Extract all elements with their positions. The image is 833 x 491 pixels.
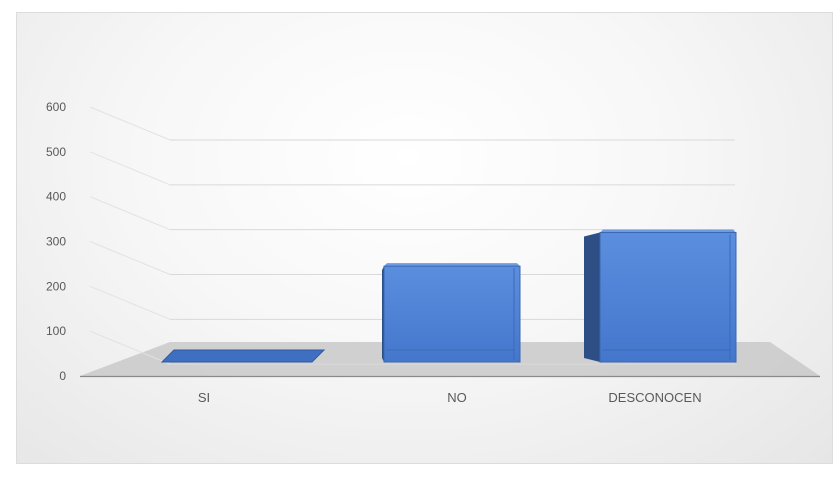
y-tick-label: 600 bbox=[46, 100, 66, 114]
bar-top bbox=[600, 229, 736, 233]
gridline-side bbox=[89, 106, 171, 141]
bar-front bbox=[160, 349, 326, 363]
y-axis: 0 100 200 300 400 500 600 bbox=[46, 100, 66, 383]
x-tick-label: DESCONOCEN bbox=[608, 390, 701, 405]
y-tick-label: 400 bbox=[46, 190, 66, 204]
gridline-side bbox=[89, 196, 171, 231]
bar bbox=[382, 263, 521, 363]
y-tick-label: 500 bbox=[46, 145, 66, 159]
bar-side bbox=[584, 232, 600, 362]
x-tick-label: SI bbox=[198, 390, 210, 405]
gridline-side bbox=[89, 330, 171, 365]
bar bbox=[584, 229, 737, 363]
x-tick-label: NO bbox=[447, 390, 467, 405]
y-tick-label: 200 bbox=[46, 279, 66, 293]
bar-front bbox=[599, 232, 737, 363]
y-tick-label: 300 bbox=[46, 235, 66, 249]
x-axis: SI NO DESCONOCEN bbox=[198, 390, 702, 405]
bar-top bbox=[384, 263, 520, 267]
bar bbox=[160, 349, 326, 363]
gridline-side bbox=[89, 151, 171, 186]
y-tick-label: 100 bbox=[46, 324, 66, 338]
bar-front bbox=[383, 265, 521, 363]
y-tick-label: 0 bbox=[59, 369, 66, 383]
bars bbox=[160, 229, 737, 363]
gridline-side bbox=[89, 241, 171, 275]
gridline-side bbox=[89, 285, 171, 320]
